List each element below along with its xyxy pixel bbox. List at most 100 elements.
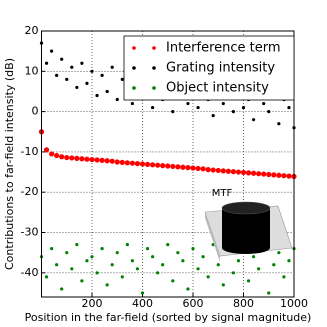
point	[286, 173, 292, 179]
point	[287, 259, 291, 263]
point	[216, 263, 220, 267]
y-tick-label: -40	[21, 266, 39, 279]
point	[50, 49, 54, 53]
point	[55, 73, 59, 77]
point	[80, 61, 84, 65]
point	[171, 110, 175, 114]
point	[240, 169, 247, 176]
point	[145, 247, 150, 251]
point	[160, 163, 166, 169]
point	[287, 105, 291, 110]
point	[84, 156, 90, 162]
point	[85, 259, 89, 263]
point	[69, 155, 75, 161]
point	[261, 171, 267, 177]
point	[120, 275, 124, 279]
point	[85, 81, 89, 85]
legend-marker	[152, 86, 156, 90]
point	[119, 159, 125, 165]
point	[115, 251, 119, 255]
point	[230, 169, 236, 175]
y-tick-label: 20	[25, 24, 39, 37]
point	[120, 77, 124, 81]
point	[110, 263, 114, 267]
point	[205, 167, 211, 173]
x-tick-label: 600	[183, 297, 204, 310]
point	[215, 167, 221, 174]
inset-cylinder-top	[221, 201, 271, 215]
point	[134, 160, 141, 167]
point	[151, 255, 155, 259]
inset-cylinder	[222, 208, 270, 248]
point	[135, 267, 140, 271]
plot-frame	[41, 30, 295, 298]
point	[231, 271, 235, 275]
point	[70, 65, 74, 69]
point	[55, 263, 59, 267]
point	[262, 101, 266, 106]
point	[175, 164, 181, 170]
point	[75, 85, 79, 90]
point	[150, 162, 156, 168]
point	[60, 57, 64, 61]
point	[180, 164, 186, 170]
point	[129, 160, 135, 166]
point	[151, 105, 155, 110]
point	[90, 69, 94, 73]
point	[252, 118, 256, 122]
point	[185, 165, 191, 171]
point	[266, 171, 272, 178]
legend-label: Object intensity	[166, 81, 269, 96]
inset-label: MTF	[212, 188, 233, 199]
legend-marker	[132, 66, 136, 70]
point	[144, 161, 151, 168]
y-tick-label: 10	[25, 64, 39, 77]
x-tick-label: 800	[233, 297, 254, 310]
point	[89, 156, 95, 163]
point	[155, 162, 161, 168]
point	[195, 165, 201, 172]
point	[225, 168, 231, 174]
point	[220, 168, 226, 174]
point	[44, 275, 49, 279]
y-tick-label: -10	[21, 145, 39, 158]
point	[105, 283, 109, 287]
point	[282, 275, 286, 279]
point	[210, 167, 216, 173]
point	[221, 101, 225, 106]
point	[44, 61, 49, 65]
point	[267, 291, 271, 295]
point	[176, 251, 180, 255]
point	[74, 155, 80, 161]
point	[241, 105, 246, 110]
point	[54, 152, 60, 159]
point	[64, 154, 70, 161]
x-tick-label: 400	[132, 297, 153, 310]
point	[130, 101, 134, 106]
point	[70, 267, 74, 271]
x-tick-label: 1000	[280, 297, 308, 310]
point	[140, 291, 145, 295]
point	[65, 77, 69, 81]
point	[190, 165, 196, 171]
point	[257, 267, 261, 271]
inset: MTF	[204, 188, 293, 262]
legend-marker	[152, 46, 156, 50]
point	[271, 172, 277, 178]
point	[166, 243, 170, 247]
point	[196, 105, 200, 110]
point	[211, 114, 215, 118]
point	[79, 156, 85, 162]
point	[235, 169, 242, 175]
point	[60, 287, 64, 291]
point	[95, 93, 99, 98]
point	[165, 163, 171, 169]
point	[156, 271, 160, 275]
point	[245, 170, 252, 176]
point	[161, 263, 165, 267]
y-tick-label: -30	[21, 226, 39, 239]
point	[139, 161, 146, 167]
point	[59, 154, 65, 160]
point	[186, 101, 190, 106]
